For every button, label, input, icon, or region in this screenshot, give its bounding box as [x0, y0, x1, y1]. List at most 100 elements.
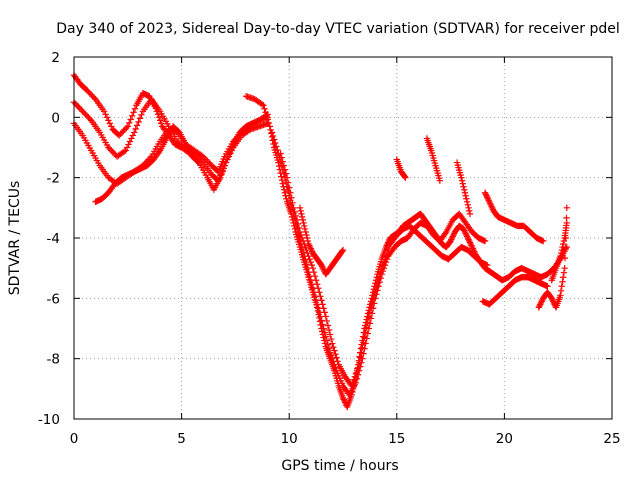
- data-point: [127, 116, 134, 123]
- data-point: [464, 201, 472, 209]
- data-point: [108, 147, 115, 154]
- data-point: [384, 246, 392, 254]
- data-point: [469, 245, 477, 252]
- data-point: [308, 261, 315, 269]
- data-point: [308, 246, 315, 254]
- data-point: [115, 132, 123, 139]
- data-point: [234, 133, 241, 141]
- data-point: [316, 309, 323, 316]
- data-point: [318, 297, 325, 304]
- data-point: [349, 379, 356, 386]
- data-point: [294, 220, 302, 228]
- data-point: [442, 230, 449, 237]
- x-tick-label: 10: [281, 431, 298, 447]
- data-point: [301, 222, 308, 230]
- series-track-5: [242, 93, 571, 411]
- data-point: [311, 293, 319, 300]
- data-point: [287, 189, 294, 196]
- data-point: [467, 240, 474, 248]
- data-point: [89, 93, 96, 100]
- data-point: [448, 236, 455, 243]
- data-point: [560, 269, 568, 276]
- data-point: [122, 147, 129, 154]
- data-point: [279, 158, 286, 165]
- data-point: [557, 252, 564, 260]
- data-point: [332, 350, 339, 358]
- data-point: [269, 132, 277, 140]
- data-point: [386, 243, 393, 251]
- x-tick-label: 20: [496, 431, 513, 447]
- data-point: [355, 359, 363, 366]
- data-point: [462, 192, 469, 199]
- data-point: [283, 195, 290, 202]
- data-point: [228, 147, 236, 154]
- data-point: [282, 170, 290, 177]
- data-point: [132, 125, 139, 133]
- data-point: [293, 216, 300, 224]
- data-point: [178, 142, 185, 150]
- data-point: [461, 227, 468, 234]
- data-point: [305, 252, 312, 260]
- data-point: [320, 325, 327, 332]
- data-point: [307, 258, 314, 266]
- data-point: [86, 90, 93, 97]
- data-point: [318, 317, 325, 324]
- data-point: [312, 297, 320, 304]
- data-point: [331, 347, 338, 354]
- data-point: [303, 231, 310, 239]
- data-point: [303, 260, 310, 268]
- data-point: [377, 269, 384, 276]
- data-point: [131, 129, 138, 136]
- data-point: [260, 102, 267, 109]
- chart-title: Day 340 of 2023, Sidereal Day-to-day VTE…: [56, 21, 620, 37]
- data-point: [458, 177, 466, 184]
- data-point: [323, 337, 331, 344]
- data-point: [363, 324, 370, 331]
- data-point: [274, 146, 281, 154]
- data-point: [339, 394, 347, 402]
- series-track-12: [481, 189, 547, 245]
- data-point: [466, 239, 474, 246]
- data-point: [320, 305, 327, 312]
- data-point: [487, 201, 494, 209]
- data-point: [278, 154, 285, 161]
- data-point: [466, 207, 473, 215]
- data-point: [461, 228, 469, 236]
- data-point: [486, 200, 494, 207]
- data-point: [263, 112, 270, 120]
- data-point: [339, 246, 347, 254]
- series-track-7: [277, 150, 491, 390]
- data-point: [82, 111, 89, 118]
- data-point: [364, 313, 371, 320]
- data-point: [277, 150, 284, 157]
- data-point: [463, 198, 471, 205]
- data-point: [288, 194, 295, 201]
- data-point: [365, 314, 373, 321]
- data-point: [292, 212, 299, 220]
- series-track-9: [393, 156, 409, 181]
- data-point: [460, 225, 467, 233]
- data-point: [258, 101, 266, 108]
- data-point: [339, 247, 346, 255]
- data-point: [465, 204, 472, 212]
- y-tick-label: -8: [47, 352, 60, 368]
- data-point: [133, 122, 141, 129]
- data-point: [560, 274, 567, 281]
- data-point: [155, 148, 163, 156]
- data-point: [305, 268, 312, 276]
- data-point: [466, 210, 474, 218]
- data-point: [76, 105, 83, 112]
- data-point: [75, 103, 82, 110]
- data-point: [315, 305, 322, 312]
- data-point: [308, 281, 315, 288]
- data-point: [297, 231, 305, 239]
- data-point: [281, 189, 289, 196]
- data-point: [298, 244, 306, 252]
- data-point: [80, 109, 88, 117]
- data-point: [468, 243, 476, 251]
- data-point: [85, 88, 92, 95]
- data-point: [284, 179, 292, 186]
- data-point: [194, 158, 201, 165]
- data-point: [296, 204, 304, 212]
- data-point: [311, 273, 319, 280]
